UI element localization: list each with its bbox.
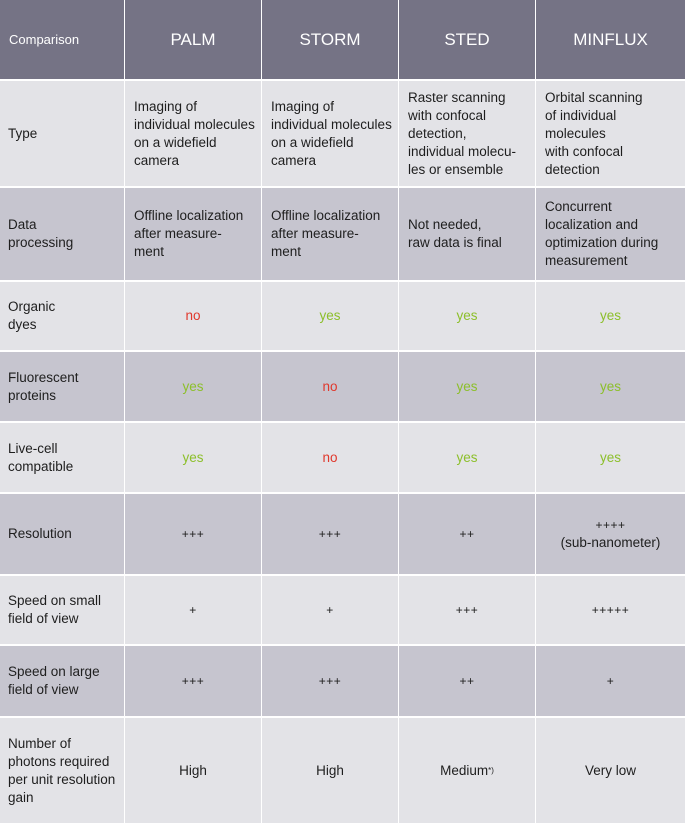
cell-dyes-minflux: yes bbox=[536, 282, 685, 352]
cell-speedlarge-sted: ++ bbox=[399, 646, 536, 718]
cell-speedlarge-palm: +++ bbox=[125, 646, 262, 718]
header-minflux: MINFLUX bbox=[536, 0, 685, 81]
row-label-data-processing: Data processing bbox=[0, 188, 125, 282]
cell-photons-palm: High bbox=[125, 718, 262, 825]
cell-dyes-storm: yes bbox=[262, 282, 399, 352]
cell-proteins-palm: yes bbox=[125, 352, 262, 423]
cell-processing-minflux: Concurrent localization and optimization… bbox=[536, 188, 685, 282]
header-storm: STORM bbox=[262, 0, 399, 81]
cell-type-storm: Imaging of individual molecules on a wid… bbox=[262, 81, 399, 188]
cell-type-sted: Raster scanning with confocal detection,… bbox=[399, 81, 536, 188]
cell-speedsmall-sted: +++ bbox=[399, 576, 536, 646]
row-label-organic-dyes: Organic dyes bbox=[0, 282, 125, 352]
header-palm: PALM bbox=[125, 0, 262, 81]
cell-speedlarge-minflux: + bbox=[536, 646, 685, 718]
cell-livecell-storm: no bbox=[262, 423, 399, 494]
cell-type-palm: Imaging of individual molecules on a wid… bbox=[125, 81, 262, 188]
row-label-photons: Number of photons required per unit reso… bbox=[0, 718, 125, 825]
cell-photons-minflux: Very low bbox=[536, 718, 685, 825]
cell-speedsmall-palm: + bbox=[125, 576, 262, 646]
row-label-resolution: Resolution bbox=[0, 494, 125, 576]
cell-livecell-palm: yes bbox=[125, 423, 262, 494]
resolution-minflux-note: (sub-nanometer) bbox=[560, 535, 661, 550]
resolution-minflux-rating: ++++ bbox=[595, 518, 626, 532]
cell-resolution-minflux: ++++ (sub-nanometer) bbox=[536, 494, 685, 576]
cell-dyes-palm: no bbox=[125, 282, 262, 352]
cell-processing-sted: Not needed, raw data is final bbox=[399, 188, 536, 282]
cell-resolution-sted: ++ bbox=[399, 494, 536, 576]
cell-speedlarge-storm: +++ bbox=[262, 646, 399, 718]
cell-proteins-storm: no bbox=[262, 352, 399, 423]
photons-sted-footnote: *) bbox=[488, 765, 494, 775]
header-sted: STED bbox=[399, 0, 536, 81]
cell-photons-storm: High bbox=[262, 718, 399, 825]
cell-processing-storm: Offline localization after measure- ment bbox=[262, 188, 399, 282]
row-label-fluorescent-proteins: Fluorescent proteins bbox=[0, 352, 125, 423]
cell-processing-palm: Offline localization after measure- ment bbox=[125, 188, 262, 282]
cell-speedsmall-minflux: +++++ bbox=[536, 576, 685, 646]
row-label-speed-small: Speed on small field of view bbox=[0, 576, 125, 646]
header-comparison: Comparison bbox=[0, 0, 125, 81]
cell-livecell-minflux: yes bbox=[536, 423, 685, 494]
cell-proteins-minflux: yes bbox=[536, 352, 685, 423]
cell-type-minflux: Orbital scanning of individual molecules… bbox=[536, 81, 685, 188]
row-label-speed-large: Speed on large field of view bbox=[0, 646, 125, 718]
cell-resolution-storm: +++ bbox=[262, 494, 399, 576]
cell-livecell-sted: yes bbox=[399, 423, 536, 494]
cell-photons-sted: Medium *) bbox=[399, 718, 536, 825]
photons-sted-value: Medium bbox=[440, 762, 489, 778]
cell-speedsmall-storm: + bbox=[262, 576, 399, 646]
cell-resolution-palm: +++ bbox=[125, 494, 262, 576]
cell-proteins-sted: yes bbox=[399, 352, 536, 423]
cell-dyes-sted: yes bbox=[399, 282, 536, 352]
row-label-type: Type bbox=[0, 81, 125, 188]
row-label-live-cell: Live-cell compatible bbox=[0, 423, 125, 494]
